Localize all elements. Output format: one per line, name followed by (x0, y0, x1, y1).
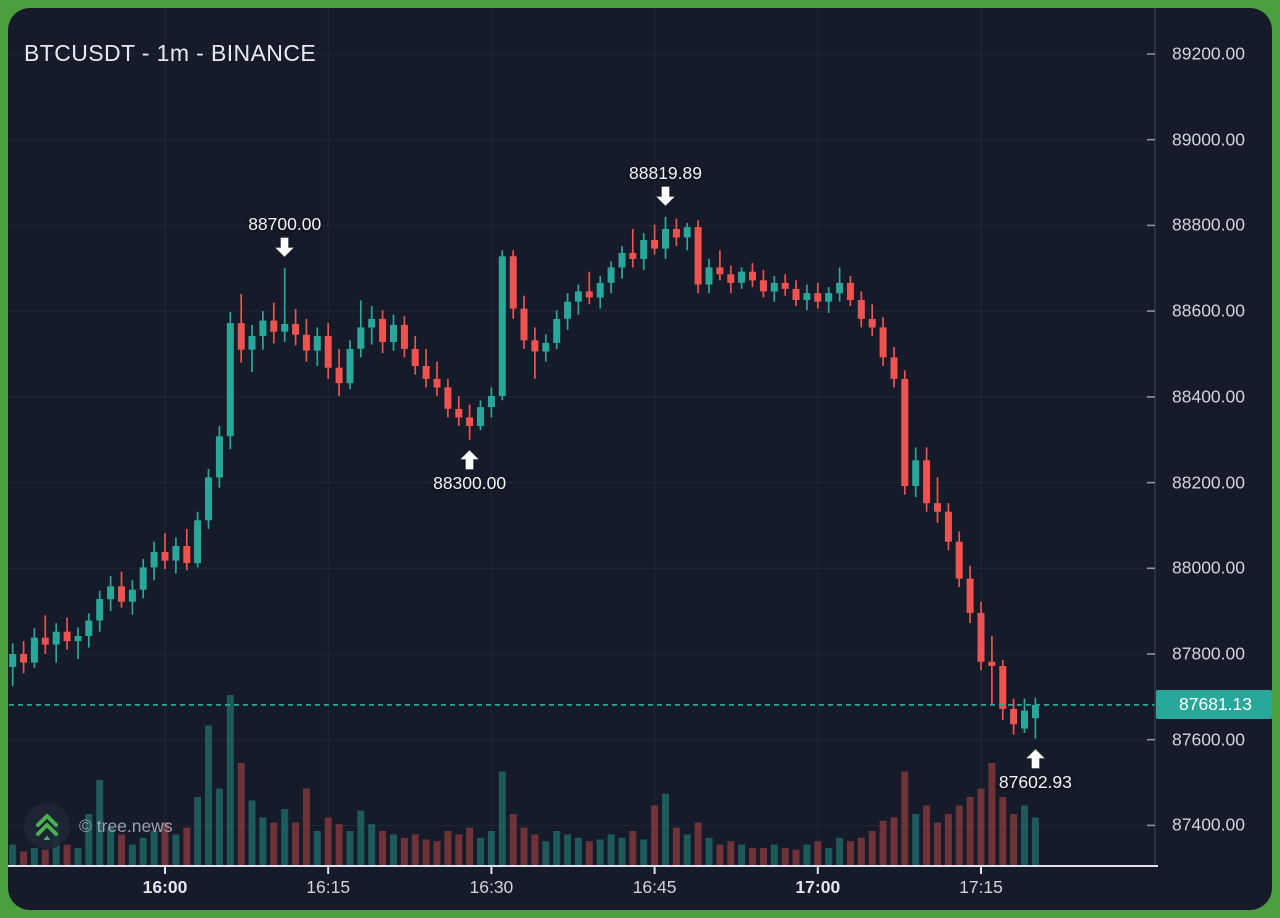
last-price-value: 87681.13 (1179, 694, 1252, 715)
price-tick-label: 88800.00 (1172, 214, 1245, 235)
time-tick-label: 17:00 (795, 877, 841, 897)
time-tick-label: 16:30 (469, 877, 514, 897)
price-tick-label: 89200.00 (1172, 43, 1245, 64)
gridlines (8, 8, 1155, 866)
chart-layer: BTCUSDT - 1m - BINANCE 89200.00 89000.00 8… (8, 8, 1272, 910)
candles (9, 216, 1039, 739)
candlestick-chart[interactable] (8, 8, 1272, 910)
last-price-badge: 87681.13 (1156, 690, 1272, 720)
price-tick-label: 88200.00 (1172, 472, 1245, 493)
price-tick-label: 87600.00 (1172, 729, 1245, 750)
time-tick-label: 16:45 (632, 877, 677, 897)
price-tick-label: 89000.00 (1172, 129, 1245, 150)
watermark: © tree.news (24, 803, 173, 849)
time-tick-label: 16:15 (306, 877, 351, 897)
chart-panel: BTCUSDT - 1m - BINANCE 89200.00 89000.00 8… (8, 8, 1272, 910)
time-tick-label: 16:00 (142, 877, 188, 897)
time-tick-label: 17:15 (959, 877, 1003, 897)
price-tick-label: 88600.00 (1172, 300, 1245, 321)
price-tick-label: 87400.00 (1172, 814, 1245, 835)
tree-news-logo-icon[interactable] (24, 803, 70, 849)
watermark-text: © tree.news (79, 815, 173, 836)
price-tick-label: 88000.00 (1172, 557, 1245, 578)
chart-title: BTCUSDT - 1m - BINANCE (24, 40, 317, 66)
price-tick-label: 87800.00 (1172, 643, 1245, 664)
price-tick-label: 88400.00 (1172, 386, 1245, 407)
